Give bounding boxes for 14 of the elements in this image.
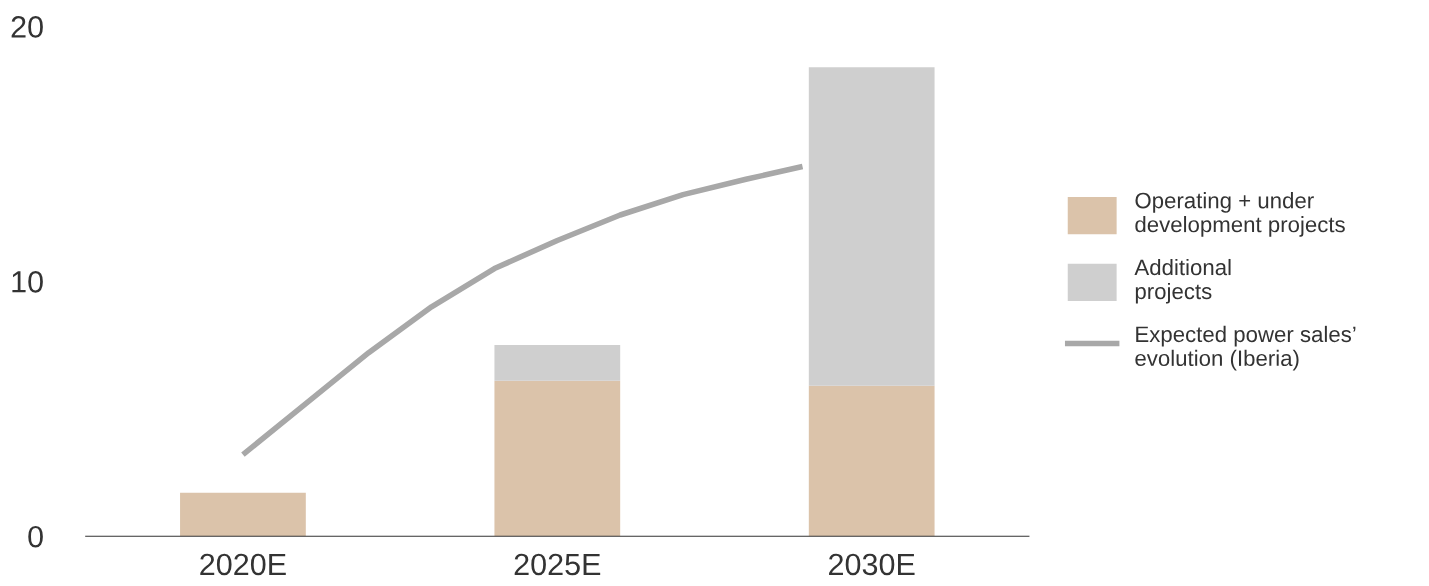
x-tick-label: 2020E — [200, 553, 286, 576]
y-tick-label: 20 — [11, 16, 43, 38]
bar — [808, 385, 935, 537]
bar — [494, 380, 621, 537]
x-tick-label: 2030E — [829, 553, 915, 576]
x-tick-label: 2025E — [514, 553, 601, 576]
bar — [494, 345, 621, 381]
legend-label: Expected power sales’ evolution (Iberia) — [1135, 325, 1356, 371]
bar — [808, 67, 935, 386]
legend-label: Operating + under development projects — [1135, 192, 1345, 237]
bar — [180, 492, 306, 537]
y-tick-label: 0 — [28, 525, 43, 548]
y-tick-label: 10 — [12, 271, 43, 293]
legend-label: Additional projects — [1134, 258, 1231, 304]
